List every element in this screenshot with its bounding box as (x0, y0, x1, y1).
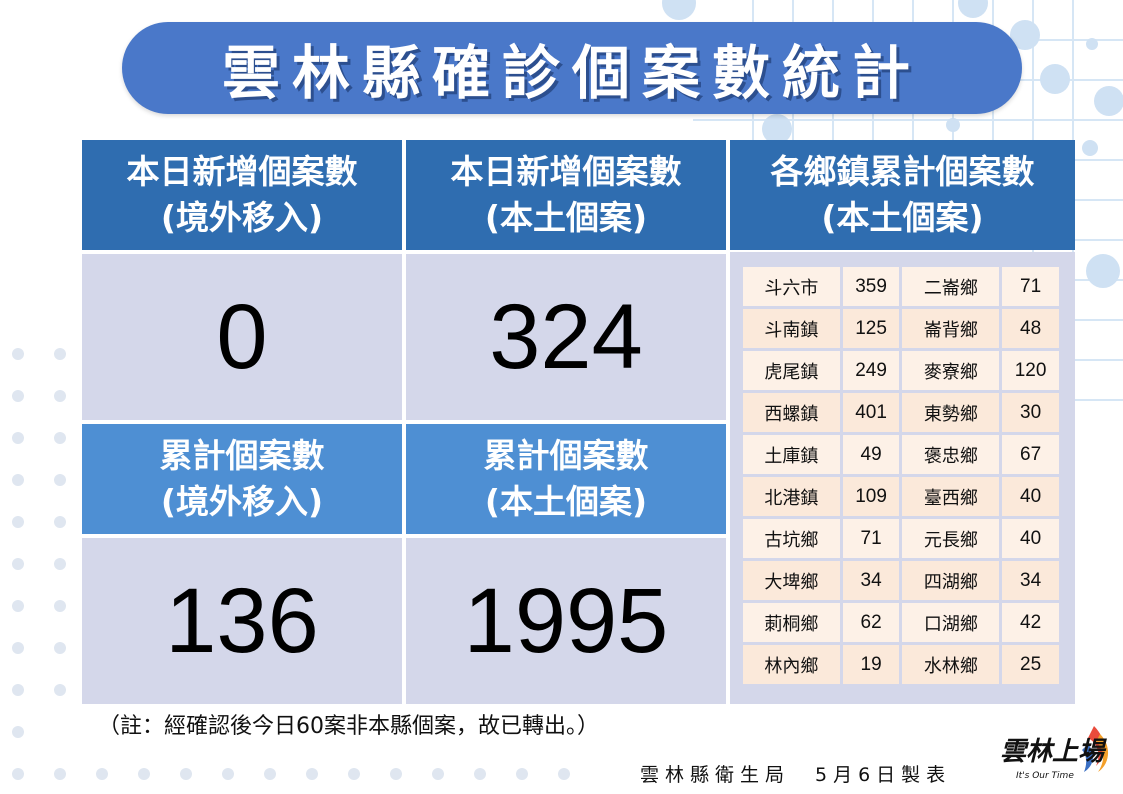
town-count: 42 (1002, 603, 1059, 642)
value-daily-local: 324 (489, 285, 643, 388)
table-row: 虎尾鎮 249 麥寮鄉 120 (743, 351, 1059, 390)
town-count: 49 (842, 435, 900, 474)
town-count: 19 (842, 645, 900, 684)
town-name: 斗南鎮 (743, 309, 840, 348)
header-town-cumulative: 各鄉鎮累計個案數 (本土個案) (730, 140, 1075, 250)
town-name: 水林鄉 (902, 645, 1000, 684)
town-name: 林內鄉 (743, 645, 840, 684)
header-label: 累計個案數 (159, 436, 325, 475)
header-label: 本日新增個案數 (126, 152, 358, 191)
decor-circle (1094, 86, 1123, 116)
header-sublabel: (境外移入) (160, 198, 324, 237)
town-name: 四湖鄉 (902, 561, 1000, 600)
producer-line: 雲林縣衛生局 5月6日製表 (640, 764, 952, 786)
town-name: 大埤鄉 (743, 561, 840, 600)
town-name: 斗六市 (743, 267, 840, 306)
value-cumulative-imported-cell: 136 (82, 538, 402, 704)
header-label: 累計個案數 (483, 436, 649, 475)
town-count: 359 (842, 267, 900, 306)
town-table: 斗六市 359 二崙鄉 71 斗南鎮 125 崙背鄉 48 虎尾鎮 249 麥寮鄉 120 西螺鎮 401… (740, 264, 1062, 687)
value-cumulative-local: 1995 (463, 569, 669, 672)
value-daily-local-cell: 324 (406, 254, 726, 420)
logo: 雲林上場 It's Our Time (1000, 726, 1109, 781)
table-row: 土庫鎮 49 褒忠鄉 67 (743, 435, 1059, 474)
town-count: 40 (1002, 519, 1059, 558)
decor-circle (1086, 254, 1120, 288)
table-row: 北港鎮 109 臺西鄉 40 (743, 477, 1059, 516)
table-row: 林內鄉 19 水林鄉 25 (743, 645, 1059, 684)
header-daily-local: 本日新增個案數 (本土個案) (406, 140, 726, 250)
background-dots (12, 768, 570, 780)
title-banner: 雲林縣確診個案數統計 (122, 22, 1022, 114)
town-count: 30 (1002, 393, 1059, 432)
header-sublabel: (本土個案) (821, 198, 984, 237)
town-count: 71 (842, 519, 900, 558)
town-count: 109 (842, 477, 900, 516)
logo-slogan: It's Our Time (1016, 771, 1074, 781)
town-count: 249 (842, 351, 900, 390)
town-name: 虎尾鎮 (743, 351, 840, 390)
decor-circle (1082, 140, 1098, 156)
town-name: 東勢鄉 (902, 393, 1000, 432)
town-name: 莿桐鄉 (743, 603, 840, 642)
header-sublabel: (本土個案) (484, 198, 648, 237)
header-label: 本日新增個案數 (450, 152, 682, 191)
decor-circle (958, 0, 988, 18)
table-row: 斗南鎮 125 崙背鄉 48 (743, 309, 1059, 348)
town-count: 25 (1002, 645, 1059, 684)
town-name: 麥寮鄉 (902, 351, 1000, 390)
footnote: （註：經確認後今日60案非本縣個案，故已轉出。） (98, 714, 599, 739)
town-name: 崙背鄉 (902, 309, 1000, 348)
table-row: 大埤鄉 34 四湖鄉 34 (743, 561, 1059, 600)
decor-circle (662, 0, 696, 20)
page-title: 雲林縣確診個案數統計 (221, 39, 922, 107)
value-cumulative-imported: 136 (165, 569, 319, 672)
town-count: 48 (1002, 309, 1059, 348)
table-row: 古坑鄉 71 元長鄉 40 (743, 519, 1059, 558)
decor-circle (762, 114, 792, 144)
town-name: 土庫鎮 (743, 435, 840, 474)
header-label: 各鄉鎮累計個案數 (770, 152, 1035, 191)
decor-circle (1086, 38, 1098, 50)
header-cumulative-local: 累計個案數 (本土個案) (406, 424, 726, 534)
town-name: 二崙鄉 (902, 267, 1000, 306)
town-count: 62 (842, 603, 900, 642)
value-daily-imported-cell: 0 (82, 254, 402, 420)
town-count: 67 (1002, 435, 1059, 474)
town-count: 40 (1002, 477, 1059, 516)
logo-text: 雲林上場 (1000, 737, 1107, 767)
value-cumulative-local-cell: 1995 (406, 538, 726, 704)
header-sublabel: (本土個案) (484, 482, 648, 521)
decor-circle (946, 118, 960, 132)
header-cumulative-imported: 累計個案數 (境外移入) (82, 424, 402, 534)
background-dots (12, 348, 66, 738)
town-name: 古坑鄉 (743, 519, 840, 558)
town-name: 臺西鄉 (902, 477, 1000, 516)
header-sublabel: (境外移入) (160, 482, 324, 521)
table-row: 斗六市 359 二崙鄉 71 (743, 267, 1059, 306)
town-count: 125 (842, 309, 900, 348)
town-count: 34 (842, 561, 900, 600)
town-name: 元長鄉 (902, 519, 1000, 558)
town-count: 34 (1002, 561, 1059, 600)
town-name: 西螺鎮 (743, 393, 840, 432)
town-name: 北港鎮 (743, 477, 840, 516)
table-row: 莿桐鄉 62 口湖鄉 42 (743, 603, 1059, 642)
value-daily-imported: 0 (216, 285, 268, 388)
table-row: 西螺鎮 401 東勢鄉 30 (743, 393, 1059, 432)
town-name: 褒忠鄉 (902, 435, 1000, 474)
header-daily-imported: 本日新增個案數 (境外移入) (82, 140, 402, 250)
town-count: 71 (1002, 267, 1059, 306)
decor-circle (1040, 64, 1070, 94)
town-count: 401 (842, 393, 900, 432)
town-count: 120 (1002, 351, 1059, 390)
town-name: 口湖鄉 (902, 603, 1000, 642)
